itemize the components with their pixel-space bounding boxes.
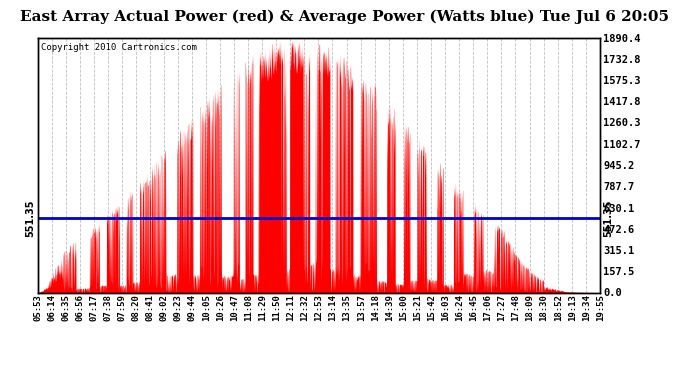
Text: 551.35: 551.35 (603, 200, 613, 237)
Text: Copyright 2010 Cartronics.com: Copyright 2010 Cartronics.com (41, 43, 197, 52)
Text: East Array Actual Power (red) & Average Power (Watts blue) Tue Jul 6 20:05: East Array Actual Power (red) & Average … (21, 9, 669, 24)
Text: 551.35: 551.35 (25, 200, 35, 237)
